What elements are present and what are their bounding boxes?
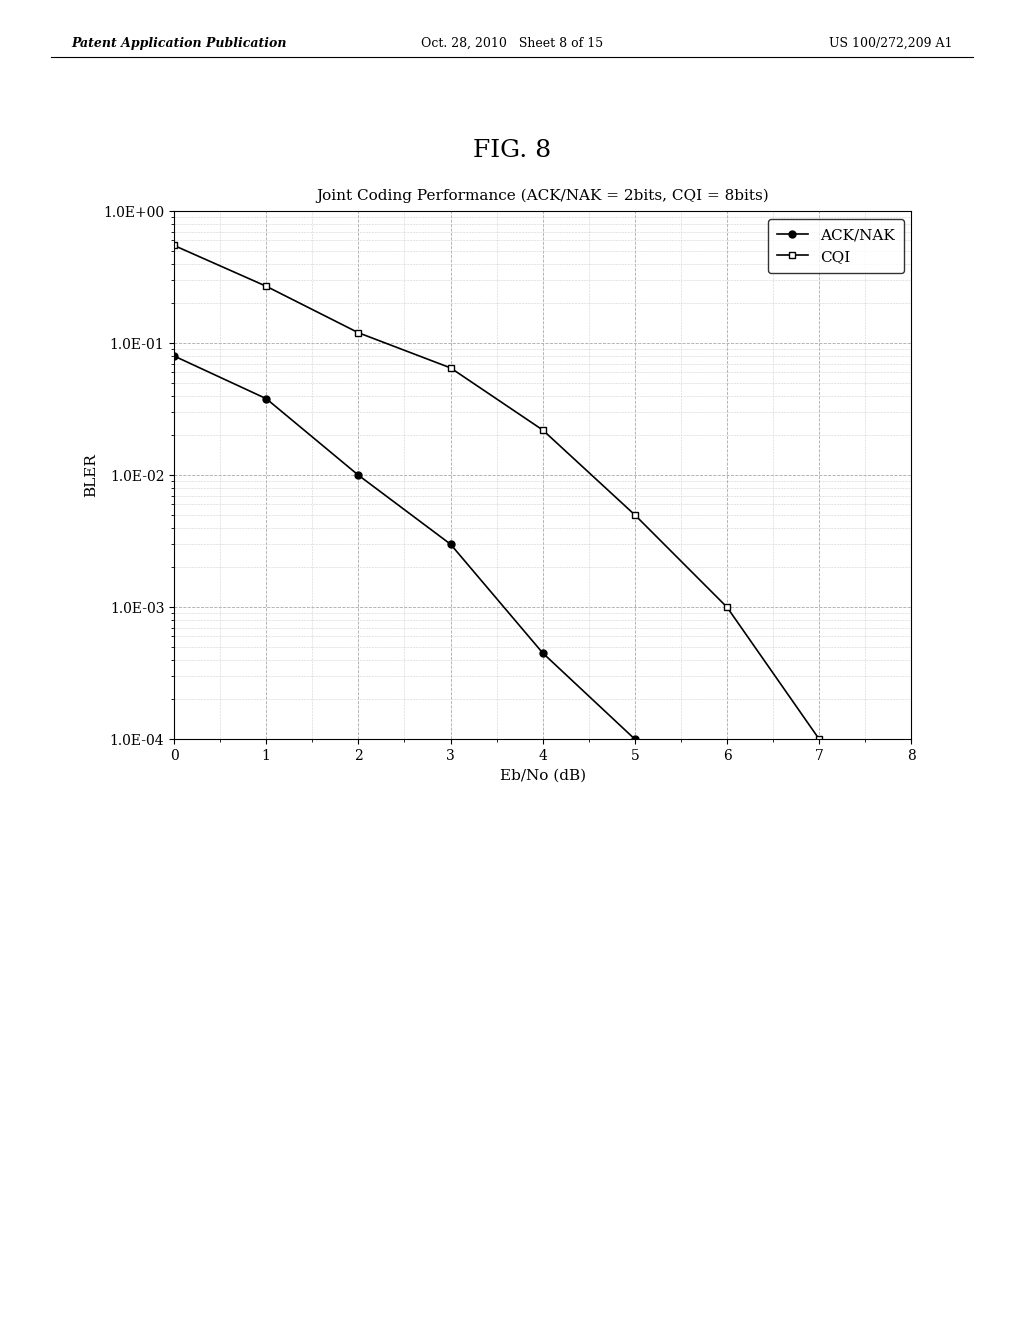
Text: Oct. 28, 2010   Sheet 8 of 15: Oct. 28, 2010 Sheet 8 of 15 — [421, 37, 603, 50]
ACK/NAK — [260, 391, 272, 407]
ACK/NAK — [444, 536, 457, 552]
CQI — [352, 325, 365, 341]
Text: Patent Application Publication: Patent Application Publication — [72, 37, 287, 50]
CQI — [168, 238, 180, 253]
Text: US 100/272,209 A1: US 100/272,209 A1 — [828, 37, 952, 50]
Line: CQI: CQI — [171, 242, 822, 743]
CQI — [721, 599, 733, 615]
X-axis label: Eb/No (dB): Eb/No (dB) — [500, 768, 586, 783]
ACK/NAK — [629, 731, 641, 747]
Y-axis label: BLER: BLER — [84, 453, 97, 498]
CQI — [260, 279, 272, 294]
CQI — [629, 507, 641, 523]
ACK/NAK — [537, 645, 549, 661]
Title: Joint Coding Performance (ACK/NAK = 2bits, CQI = 8bits): Joint Coding Performance (ACK/NAK = 2bit… — [316, 189, 769, 203]
CQI — [813, 731, 825, 747]
Text: FIG. 8: FIG. 8 — [473, 139, 551, 161]
ACK/NAK — [352, 467, 365, 483]
Line: ACK/NAK: ACK/NAK — [171, 352, 638, 743]
CQI — [444, 360, 457, 376]
ACK/NAK — [168, 348, 180, 364]
CQI — [537, 422, 549, 438]
Legend: ACK/NAK, CQI: ACK/NAK, CQI — [768, 219, 904, 273]
